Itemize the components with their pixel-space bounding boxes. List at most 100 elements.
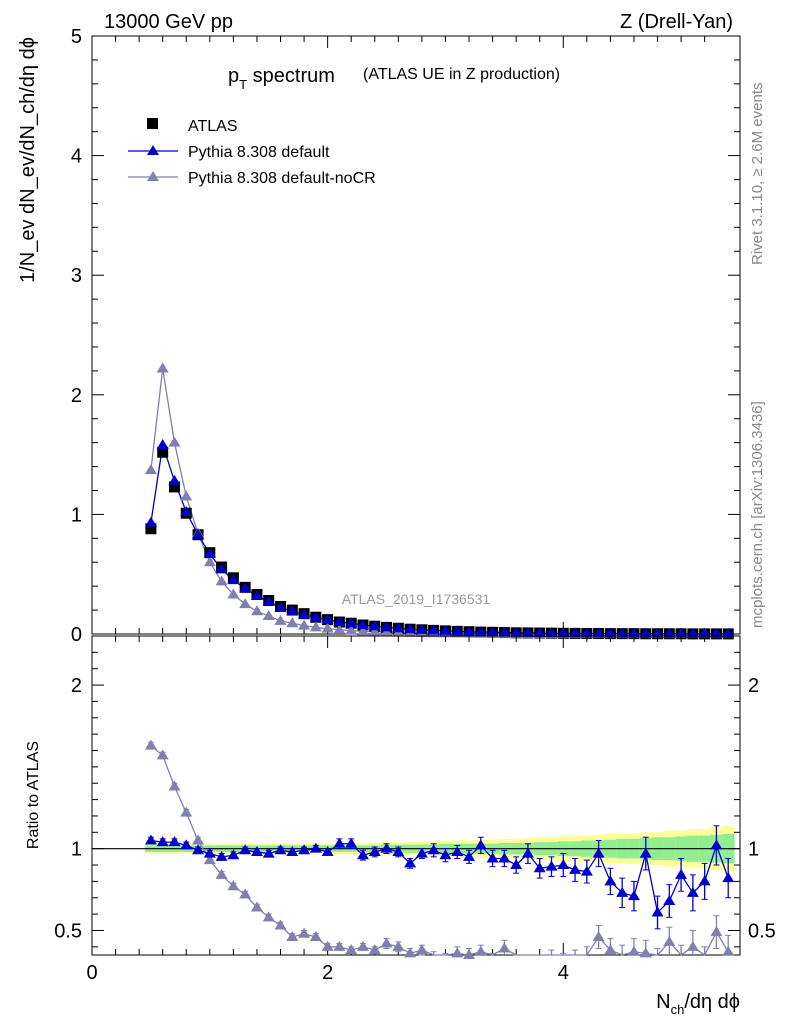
process-label: Z (Drell-Yan) [620,11,733,33]
lower-ytick-label-right: 1 [748,839,759,861]
ratio-point [510,859,523,870]
ratio-point [215,868,228,879]
ratio-point [592,847,605,858]
mc-point [262,595,275,606]
mc-point [203,547,216,558]
mc-point [215,563,228,574]
ratio-point [380,842,393,853]
ratio-point [675,868,688,879]
upper-ytick-label: 2 [71,385,82,407]
ratio-point [722,872,735,883]
ratio-point [262,911,275,922]
ratio-point [250,845,263,856]
upper-ytick-label: 3 [71,265,82,287]
lower-ytick-label: 2 [71,675,82,697]
atlas-point [157,446,169,458]
mc-point [392,622,405,633]
lower-ytick-label-right: 0.5 [748,920,776,942]
ratio-point [227,849,240,860]
upper-ytick-label: 4 [71,146,82,168]
lower-axis-ticks: 0.5 1 2 0.5 1 2 0 2 4 [54,636,776,984]
ratio-point [262,847,275,858]
ratio-point [345,944,358,955]
mc-point [651,627,664,638]
ratio-point [356,849,369,860]
ratio-point [616,886,629,897]
mc-point [239,598,252,609]
ratio-point [309,931,322,942]
atlas-point [145,523,157,535]
ratio-point [333,940,346,951]
plot-title-rest: spectrum [247,65,335,87]
mc-point [627,627,640,638]
mc-point [675,627,688,638]
ratio-point [521,847,534,858]
ratio-point [144,739,157,750]
ratio-point [604,875,617,886]
ratio-point [168,780,181,791]
upper-panel-frame [91,35,741,635]
ratio-point [227,880,240,891]
mc-point [168,474,181,485]
lower-panel-frame [91,635,741,956]
mc-point [333,616,346,627]
ratio-point [192,834,205,845]
ratio-point [239,888,252,899]
ratio-point [663,895,676,906]
ratio-point [604,944,617,955]
ratio-point [427,844,440,855]
ratio-point [474,839,487,850]
ratio-point [156,836,169,847]
ratio-point [368,845,381,856]
ratio-point [333,837,346,848]
ratio-point [651,906,664,917]
mc-point [639,627,652,638]
upper-frame-rect [91,35,741,635]
mc-point [521,626,534,637]
ratio-point [627,890,640,901]
x-axis-label: Nch/dη dϕ [656,991,740,1017]
lower-ytick-label-right: 2 [748,675,759,697]
mc-point [463,625,476,636]
ratio-point [274,844,287,855]
ratio-point [392,940,405,951]
upper-ytick-label: 5 [71,26,82,48]
lower-ytick-label: 0.5 [54,920,82,942]
mc-point [156,362,169,373]
plot-subtitle: (ATLAS UE in Z production) [363,66,560,83]
mc-point [380,621,393,632]
mc-point [309,611,322,622]
ratio-point [486,852,499,863]
ratio-point [144,834,157,845]
mc-point [722,627,735,638]
mc-point [345,617,358,628]
lower-xtick-label: 0 [86,962,97,984]
upper-ytick-label: 1 [71,504,82,526]
legend-label-nocr: Pythia 8.308 default-noCR [188,170,376,187]
mc-point [415,623,428,634]
legend-marker-atlas [147,118,158,129]
mc-point [239,582,252,593]
ratio-point [710,926,723,937]
ratio-point [463,850,476,861]
ratio-point [298,927,311,938]
mc-point [309,621,322,632]
lower-frame-rect [91,635,741,956]
ratio-point [321,940,334,951]
ratio-point [463,949,476,959]
ratio-point [663,935,676,946]
ratio-point [168,836,181,847]
mc-point [368,620,381,631]
mc-point [286,605,299,616]
ratio-point [474,945,487,956]
mc-point [686,627,699,638]
mc-point [321,613,334,624]
mc-point [616,627,629,638]
ratio-point [180,839,193,850]
ratio-point [203,854,216,865]
ratio-point [451,947,464,958]
ratio-point [415,944,428,955]
legend-label-atlas: ATLAS [188,118,238,135]
ratio-point [498,942,511,953]
